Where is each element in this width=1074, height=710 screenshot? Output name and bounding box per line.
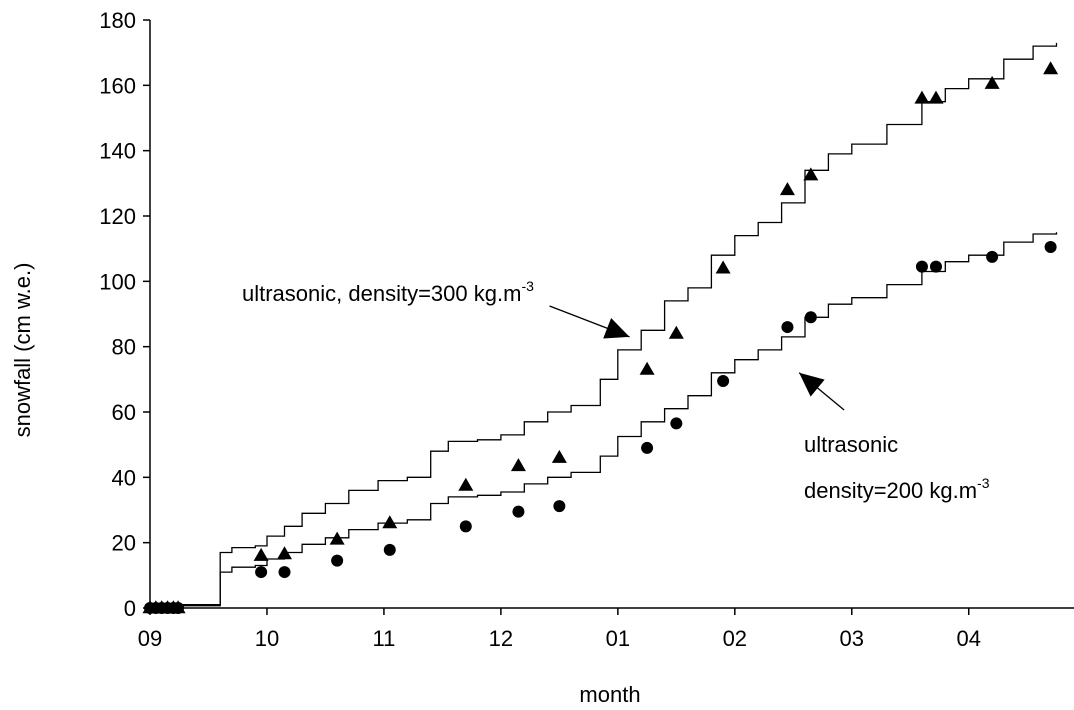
y-tick-label: 0 — [124, 596, 136, 621]
circle-point — [255, 566, 268, 579]
triangle-point — [803, 167, 819, 181]
annotation-arrows — [549, 305, 845, 411]
data-points — [142, 61, 1059, 614]
annotation-200-sup: -3 — [977, 475, 990, 491]
circle-point — [915, 260, 928, 273]
circle-point — [383, 543, 396, 556]
y-ticks: 0 20 40 60 80 100 120 140 160 180 — [99, 8, 150, 621]
series-line-3 — [150, 232, 1058, 607]
y-tick-label: 160 — [99, 73, 136, 98]
triangle-point — [779, 182, 795, 196]
circle-point — [929, 260, 942, 273]
y-tick-label: 120 — [99, 204, 136, 229]
triangle-point — [668, 325, 684, 339]
circle-point — [781, 321, 794, 334]
circle-point — [331, 554, 344, 567]
y-tick-label: 40 — [112, 465, 136, 490]
circle-point — [512, 505, 525, 518]
x-tick-label: 03 — [840, 626, 864, 651]
y-tick-label: 80 — [112, 335, 136, 360]
circle-point — [670, 417, 683, 430]
x-tick-label: 09 — [138, 626, 162, 651]
circle-point — [1044, 241, 1057, 254]
svg-text:ultrasonic, density=300 kg.m-3: ultrasonic, density=300 kg.m-3 — [242, 278, 534, 306]
circle-point — [641, 441, 654, 454]
x-ticks: 09 10 11 12 01 02 03 04 — [138, 608, 981, 651]
triangle-point — [510, 458, 526, 472]
x-tick-label: 04 — [956, 626, 980, 651]
annotation-300: ultrasonic, density=300 kg.m-3 — [242, 278, 534, 306]
triangle-point — [984, 75, 1000, 89]
triangle-point — [329, 531, 345, 545]
triangle-point — [715, 260, 731, 274]
y-tick-label: 20 — [112, 531, 136, 556]
series-line-2 — [150, 42, 1058, 606]
arrow-300-head — [603, 317, 630, 339]
circle-point — [459, 520, 472, 533]
circle-point — [804, 311, 817, 324]
triangle-point — [914, 90, 930, 104]
annotation-300-sup: -3 — [521, 278, 534, 294]
triangle-point — [277, 546, 293, 560]
x-tick-label: 12 — [489, 626, 513, 651]
circle-point — [553, 500, 566, 513]
triangle-point — [382, 515, 398, 529]
x-tick-label: 02 — [723, 626, 747, 651]
annotation-300-text: ultrasonic, density=300 kg.m — [242, 281, 521, 306]
series-lines — [150, 42, 1058, 607]
y-tick-label: 60 — [112, 400, 136, 425]
triangle-point — [928, 90, 944, 104]
triangle-point — [458, 477, 474, 491]
x-axis-label: month — [579, 682, 640, 707]
circle-point — [717, 374, 730, 387]
triangle-point — [1043, 61, 1059, 75]
arrow-200-head — [799, 372, 825, 397]
x-tick-label: 11 — [373, 626, 396, 651]
svg-text:density=200 kg.m-3: density=200 kg.m-3 — [804, 475, 990, 503]
x-tick-label: 01 — [606, 626, 630, 651]
annotation-200: ultrasonic density=200 kg.m-3 — [804, 432, 990, 503]
annotation-200-line1: ultrasonic — [804, 432, 898, 457]
y-axis-label: snowfall (cm w.e.) — [10, 263, 35, 438]
annotation-200-line2: density=200 kg.m — [804, 478, 977, 503]
triangle-point — [253, 547, 269, 561]
circle-point — [278, 566, 291, 579]
y-tick-label: 140 — [99, 139, 136, 164]
x-tick-label: 10 — [255, 626, 279, 651]
circle-point — [986, 250, 999, 263]
y-tick-label: 100 — [99, 269, 136, 294]
axes — [149, 20, 1074, 609]
circle-point — [172, 602, 185, 614]
y-tick-label: 180 — [99, 8, 136, 33]
triangle-point — [639, 361, 655, 375]
triangle-point — [551, 449, 567, 463]
